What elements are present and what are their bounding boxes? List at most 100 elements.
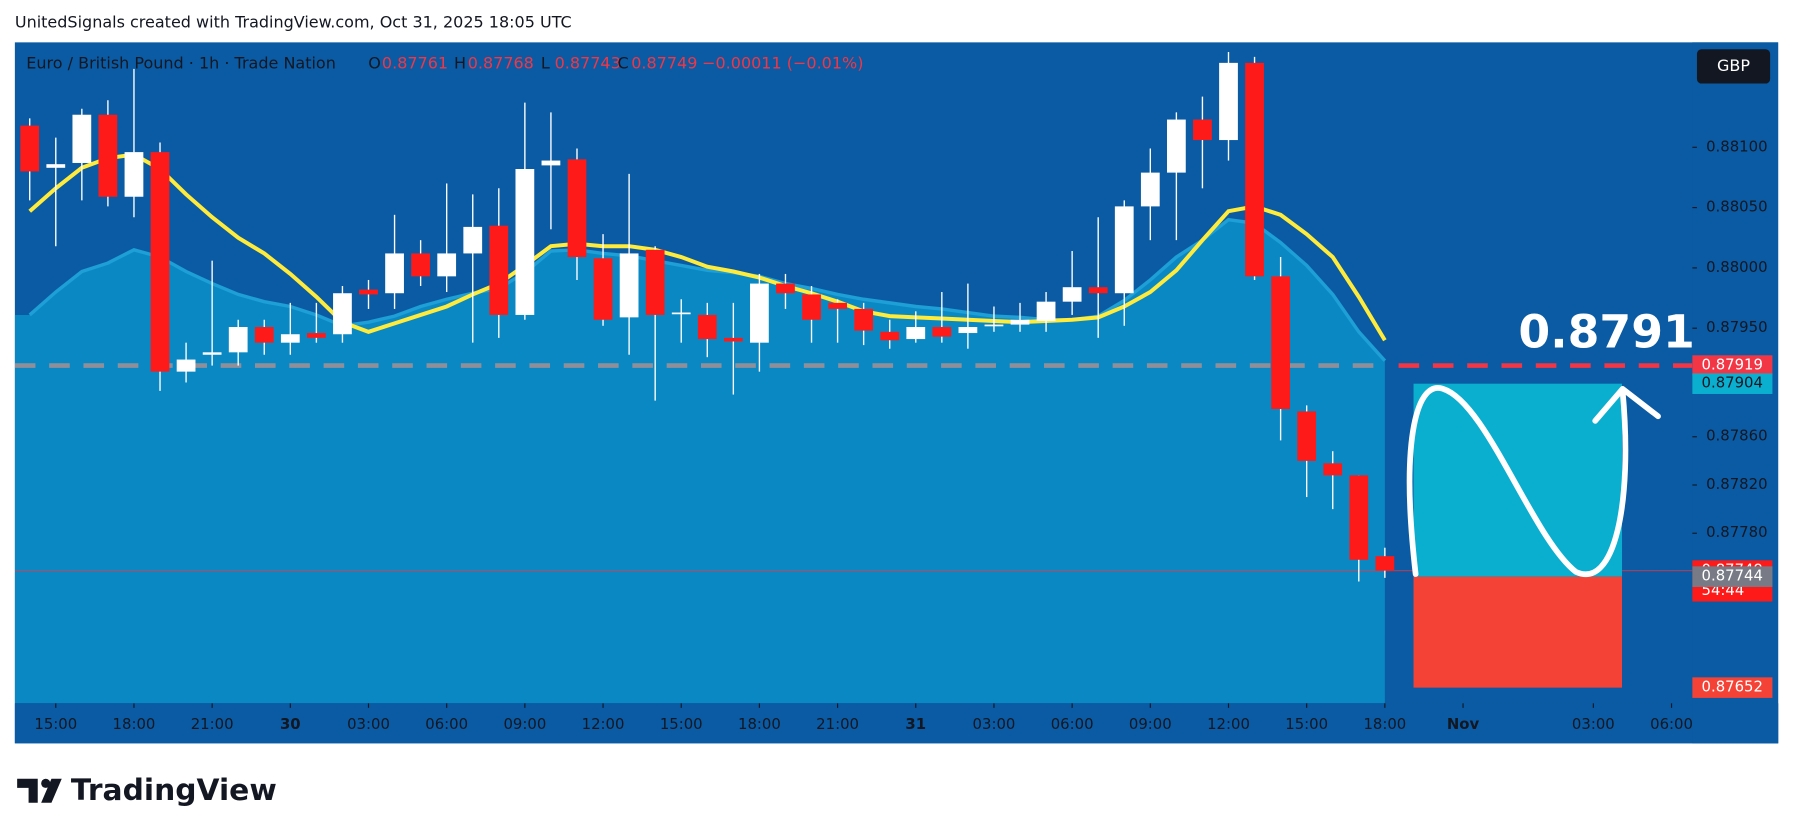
drawing-arrow [1406,385,1661,577]
x-tick-label: 06:00 [1650,715,1693,733]
indicator-line [28,217,1387,362]
candle-body [280,334,300,343]
y-tick-label: 0.87780 [1706,523,1767,541]
annotation: 0.8791 [1518,306,1694,359]
candle-body [1271,276,1291,410]
candle-body [385,253,404,294]
x-tick-label: 12:00 [1207,715,1250,733]
candle-body [1010,319,1030,325]
x-tick-label: 06:00 [1051,715,1094,733]
price-tag [1692,677,1773,698]
candle-body [1088,287,1108,294]
candle-body [1375,556,1395,571]
candle-body [958,327,978,334]
legend-value: 0.87749 [631,54,697,73]
candle-body [515,169,535,315]
logo-dot [41,778,51,788]
stop-zone [1413,576,1623,688]
candle-body [854,308,874,331]
y-tick-label: 0.87860 [1706,427,1767,445]
x-tick-label: 31 [905,715,926,733]
credit: UnitedSignals created with TradingView.c… [15,12,572,31]
legend-key: C [617,54,628,73]
target-zone [1413,383,1623,577]
x-tick-label: 06:00 [425,715,468,733]
x-tick-label: 18:00 [113,715,156,733]
candle-body [645,249,665,315]
candle-body [150,152,170,372]
candle-body [254,327,274,343]
candle-body [802,294,821,320]
candle-body [46,164,66,168]
price-tag [1692,355,1773,376]
x-tick-label: 30 [280,715,301,733]
candle-body [307,333,326,338]
price-tag [1692,373,1773,394]
candle-body [984,324,1004,327]
candle-body [723,337,743,342]
candle-body [359,289,378,295]
indicator-line [28,152,1387,342]
candle-body [176,359,196,372]
brand: TradingView [71,773,277,808]
y-tick-label: 0.87950 [1706,318,1767,336]
candle-body [1140,172,1160,207]
candle-body [880,331,900,341]
x-tick-label: 12:00 [582,715,625,733]
x-tick-label: 21:00 [816,715,859,733]
x-tick-label: 15:00 [1285,715,1328,733]
candle-body [593,258,613,320]
x-tick-label: 15:00 [34,715,77,733]
currency-badge[interactable] [1696,49,1771,84]
candle-body [1166,119,1186,173]
x-tick-label: 03:00 [347,715,390,733]
price-tag-label: 0.87744 [1702,567,1763,585]
x-tick-label: 09:00 [1129,715,1172,733]
candle-body [1193,119,1212,141]
chart-title: Euro / British Pound · 1h · Trade Nation [26,54,336,73]
legend-key: O [368,54,381,73]
plot [14,52,1693,704]
time-axis [14,703,1779,744]
candle-body [776,283,795,294]
x-tick-label: 18:00 [738,715,781,733]
candle-body [1245,62,1264,277]
currency[interactable]: GBP [1717,56,1750,75]
legend-key: H [454,54,466,73]
legend-key: L [541,54,550,73]
axis-cover [1692,703,1779,744]
x-tick-label: 09:00 [503,715,546,733]
candle-body [124,152,144,197]
legend-change: −0.00011 (−0.01%) [702,54,863,73]
price-tag-label: 0.87904 [1702,374,1763,392]
candle-body [1062,287,1082,302]
candle-body [697,314,717,340]
candle-body [619,253,639,318]
x-tick-label: Nov [1447,715,1480,733]
x-tick-label: 03:00 [973,715,1016,733]
x-tick-label: 03:00 [1572,715,1615,733]
candle-body [411,253,431,277]
candle-body [671,312,691,315]
candle-body [437,253,457,277]
y-tick-label: 0.88000 [1706,258,1767,276]
y-tick-label: 0.88050 [1706,198,1767,216]
y-tick-label: 0.88100 [1706,137,1767,155]
candle-body [1297,411,1317,461]
x-tick-label: 21:00 [191,715,234,733]
indicator-area [14,219,1385,704]
logo-icon [17,778,62,803]
candle-body [541,160,561,166]
candle-body [750,283,769,343]
candle-body [20,125,40,172]
candle-body [463,226,483,254]
axes: 0.88100 0.88050 0.88000 0.87950 0.87860 0.878… [14,42,1779,744]
candle-body [489,225,509,315]
candle-body [1114,206,1134,294]
x-tick-label: 18:00 [1363,715,1406,733]
x-tick-label: 15:00 [660,715,703,733]
candle-body [567,159,587,258]
y-tick-label: 0.87820 [1706,475,1767,493]
